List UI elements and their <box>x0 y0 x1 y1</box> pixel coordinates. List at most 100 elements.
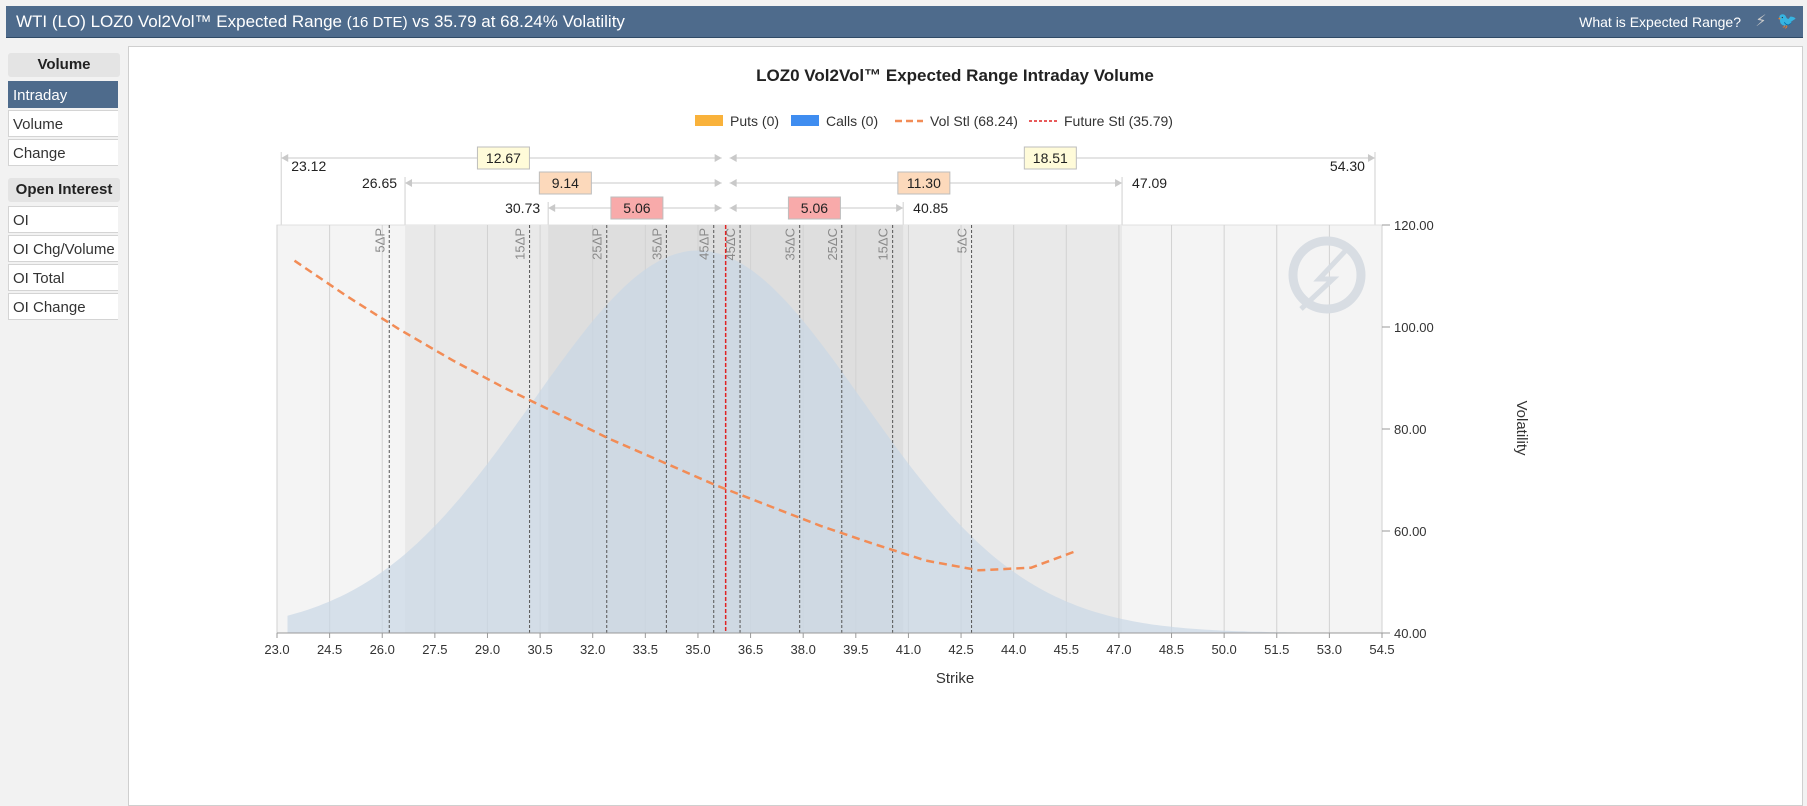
range-arrow-center-right-mid <box>729 179 737 187</box>
range-value-down-outer: 12.67 <box>486 150 521 166</box>
range-arrow-center-left-mid <box>714 179 722 187</box>
x-tick-label-10: 38.0 <box>791 642 816 657</box>
chart-legend: Puts (0) Calls (0) Vol Stl (68.24) Future S… <box>695 113 1173 129</box>
sidebar-header-open-interest: Open Interest <box>8 178 120 202</box>
range-arrow-center-left-outer <box>714 154 722 162</box>
x-tick-label-18: 50.0 <box>1211 642 1236 657</box>
x-tick-label-20: 53.0 <box>1317 642 1342 657</box>
range-arrow-low-mid <box>405 179 413 187</box>
range-arrow-high-inner <box>896 204 904 212</box>
range-arrow-center-left-inner <box>714 204 722 212</box>
legend-swatch-calls <box>791 115 819 126</box>
sidebar-item-change[interactable]: Change <box>8 139 118 166</box>
y-tick-label-3: 100.00 <box>1394 320 1434 335</box>
title-tail: vs 35.79 at 68.24% Volatility <box>412 12 625 31</box>
x-tick-label-3: 27.5 <box>422 642 447 657</box>
delta-label-8: 15ΔC <box>876 228 891 261</box>
delta-label-1: 15ΔP <box>513 228 528 260</box>
range-arrow-low-inner <box>548 204 556 212</box>
x-tick-label-6: 32.0 <box>580 642 605 657</box>
watermark-bolt <box>1299 245 1351 311</box>
title-main: WTI (LO) LOZ0 Vol2Vol™ Expected Range <box>16 12 342 31</box>
x-tick-label-2: 26.0 <box>370 642 395 657</box>
x-tick-label-11: 39.5 <box>843 642 868 657</box>
delta-label-7: 25ΔC <box>825 228 840 261</box>
y-tick-label-4: 120.00 <box>1394 218 1434 233</box>
x-tick-label-12: 41.0 <box>896 642 921 657</box>
x-tick-label-9: 36.5 <box>738 642 763 657</box>
sidebar-item-oi-change[interactable]: OI Change <box>8 293 118 320</box>
range-high-label-outer: 54.30 <box>1330 158 1365 174</box>
chart-axes: 23.0 24.5 26.0 27.5 29.0 30.5 32.0 33.5 35.0 36.5… <box>264 218 1433 657</box>
legend-label-vol: Vol Stl (68.24) <box>930 113 1018 129</box>
y-tick-label-0: 40.00 <box>1394 626 1427 641</box>
delta-label-2: 25ΔP <box>590 228 605 260</box>
range-box-down-mid <box>538 171 592 195</box>
x-tick-label-0: 23.0 <box>264 642 289 657</box>
range-value-up-mid: 11.30 <box>907 175 941 191</box>
vol-settle-line <box>293 259 1076 572</box>
sidebar-item-intraday[interactable]: Intraday <box>8 81 118 108</box>
x-axis-label: Strike <box>936 670 974 687</box>
plot-area: 5ΔP 15ΔP 25ΔP 35ΔP 45ΔP 45ΔC 35ΔC 25ΔC 15ΔC 5ΔC <box>276 224 1383 634</box>
range-box-up-inner <box>787 196 841 220</box>
delta-label-9: 5ΔC <box>955 228 970 253</box>
twitter-icon[interactable]: 🐦 <box>1777 13 1797 30</box>
chart-title: LOZ0 Vol2Vol™ Expected Range Intraday Vo… <box>756 66 1154 85</box>
legend-label-puts: Puts (0) <box>730 113 779 129</box>
x-tick-label-1: 24.5 <box>317 642 342 657</box>
header-icons: ⚡ 🐦 <box>1749 11 1797 33</box>
sidebar: Volume Intraday Volume Change Open Inter… <box>8 53 124 322</box>
legend-label-future: Future Stl (35.79) <box>1064 113 1173 129</box>
sidebar-item-oi-total[interactable]: OI Total <box>8 264 118 291</box>
range-value-down-mid: 9.14 <box>552 175 579 191</box>
range-value-down-inner: 5.06 <box>623 200 650 216</box>
x-tick-label-16: 47.0 <box>1106 642 1131 657</box>
x-tick-label-5: 30.5 <box>527 642 552 657</box>
delta-label-0: 5ΔP <box>372 228 387 253</box>
range-low-label-mid: 26.65 <box>362 175 397 191</box>
range-arrow-center-right-outer <box>729 154 737 162</box>
range-arrow-high-outer <box>1367 154 1375 162</box>
sidebar-item-volume[interactable]: Volume <box>8 110 118 137</box>
range-arrow-low-outer <box>281 154 289 162</box>
legend-label-calls: Calls (0) <box>826 113 878 129</box>
delta-label-3: 35ΔP <box>649 228 664 260</box>
x-tick-label-21: 54.5 <box>1369 642 1394 657</box>
range-box-up-mid <box>897 171 951 195</box>
range-box-up-outer <box>1023 146 1077 170</box>
x-tick-label-14: 44.0 <box>1001 642 1026 657</box>
x-tick-label-7: 33.5 <box>633 642 658 657</box>
x-tick-label-13: 42.5 <box>948 642 973 657</box>
lightning-icon[interactable]: ⚡ <box>1755 13 1767 30</box>
range-high-label-mid: 47.09 <box>1132 175 1167 191</box>
legend-swatch-puts <box>695 115 723 126</box>
expected-range-chart: LOZ0 Vol2Vol™ Expected Range Intraday Vo… <box>264 66 1530 687</box>
expected-range-help-link[interactable]: What is Expected Range? <box>1579 14 1741 30</box>
range-box-down-inner <box>610 196 664 220</box>
sidebar-header-volume: Volume <box>8 53 120 77</box>
watermark-logo <box>1288 236 1366 314</box>
sidebar-item-oi-chg-volume[interactable]: OI Chg/Volume <box>8 235 118 262</box>
x-tick-label-17: 48.5 <box>1159 642 1184 657</box>
x-tick-label-4: 29.0 <box>475 642 500 657</box>
range-arrow-high-mid <box>1115 179 1123 187</box>
x-tick-label-8: 35.0 <box>685 642 710 657</box>
x-tick-label-19: 51.5 <box>1264 642 1289 657</box>
range-arrow-center-right-inner <box>729 204 737 212</box>
range-low-label-outer: 23.12 <box>291 158 326 174</box>
y-axis-label: Volatility <box>1513 400 1530 456</box>
range-value-up-outer: 18.51 <box>1033 150 1068 166</box>
y-tick-label-1: 60.00 <box>1394 524 1427 539</box>
y-tick-label-2: 80.00 <box>1394 422 1427 437</box>
top-header-bar: WTI (LO) LOZ0 Vol2Vol™ Expected Range (1… <box>6 6 1803 38</box>
x-tick-label-15: 45.5 <box>1054 642 1079 657</box>
title-dte: (16 DTE) <box>346 14 408 31</box>
range-value-up-inner: 5.06 <box>801 200 828 216</box>
page-title: WTI (LO) LOZ0 Vol2Vol™ Expected Range (1… <box>16 12 625 32</box>
sidebar-item-oi[interactable]: OI <box>8 206 118 233</box>
range-high-label-inner: 40.85 <box>913 200 948 216</box>
delta-label-5: 45ΔC <box>723 228 738 261</box>
distribution-curve <box>287 250 1375 633</box>
expected-range-bars: 23.12 54.30 12.67 18.51 26.65 47.09 9.14 11.30 3… <box>280 146 1376 225</box>
